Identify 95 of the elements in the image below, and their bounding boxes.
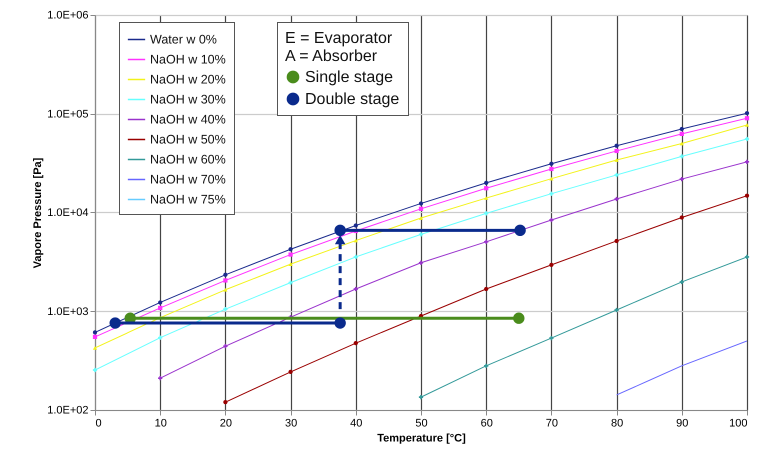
point xyxy=(484,186,488,190)
point xyxy=(614,308,619,312)
point xyxy=(288,370,293,374)
y-tick-label: 1.0E+04 xyxy=(47,207,88,219)
x-tick-label: 80 xyxy=(610,418,624,430)
annotation: A = Absorber xyxy=(285,48,378,65)
y-tick-label: 1.0E+03 xyxy=(47,306,88,318)
point xyxy=(680,176,684,182)
point xyxy=(744,123,750,127)
legend-label: Single stage xyxy=(305,69,394,86)
point xyxy=(549,218,554,222)
point xyxy=(288,262,293,266)
x-tick-label: 40 xyxy=(350,418,362,430)
point xyxy=(288,247,293,252)
point xyxy=(158,376,162,380)
x-tick-label: 30 xyxy=(284,418,298,430)
x-axis-title: Temperature [°C] xyxy=(377,432,466,444)
point xyxy=(334,317,346,329)
legend-label: NaOH w 75% xyxy=(150,192,226,206)
legend-label: NaOH w 40% xyxy=(150,112,226,126)
point xyxy=(549,192,554,196)
point xyxy=(514,224,526,236)
point xyxy=(484,364,488,368)
point xyxy=(549,262,554,267)
legend-label: NaOH w 60% xyxy=(150,152,226,166)
point xyxy=(484,286,488,292)
point xyxy=(513,312,524,324)
point xyxy=(744,111,750,116)
point xyxy=(354,341,358,346)
point xyxy=(223,272,228,277)
point xyxy=(744,194,750,198)
point xyxy=(158,306,162,310)
point xyxy=(744,254,750,260)
point xyxy=(549,162,554,166)
annotation: E = Evaporator xyxy=(285,30,393,47)
point xyxy=(418,232,424,237)
point xyxy=(92,330,98,334)
y-tick-label: 1.0E+02 xyxy=(47,404,88,416)
point xyxy=(484,196,488,200)
point xyxy=(614,196,619,202)
point xyxy=(223,400,228,404)
point xyxy=(680,142,684,146)
point xyxy=(680,132,684,136)
x-tick-label: 90 xyxy=(676,418,688,430)
point xyxy=(158,300,162,305)
x-tick-label: 60 xyxy=(480,418,493,430)
point xyxy=(680,126,684,132)
legend-label: NaOH w 50% xyxy=(150,132,226,146)
legend-label: NaOH w 10% xyxy=(150,52,226,66)
point xyxy=(680,280,684,284)
point xyxy=(223,288,228,292)
point xyxy=(354,286,358,292)
x-tick-label: 50 xyxy=(415,418,428,430)
point xyxy=(418,395,424,400)
legend-label: NaOH w 30% xyxy=(150,92,226,106)
y-axis-title: Vapore Pressure [Pa] xyxy=(32,157,44,268)
point xyxy=(549,176,554,181)
point xyxy=(354,238,358,242)
point xyxy=(223,307,228,312)
point xyxy=(614,144,619,148)
legend-label: NaOH w 70% xyxy=(150,172,226,186)
point xyxy=(614,158,619,162)
point xyxy=(680,215,684,220)
point xyxy=(549,336,554,340)
point xyxy=(614,238,619,244)
x-tick-label: 100 xyxy=(729,418,748,430)
point xyxy=(354,254,358,260)
point xyxy=(418,216,424,220)
point xyxy=(744,116,750,120)
point xyxy=(484,211,488,216)
point xyxy=(92,368,98,372)
y-tick-label: 1.0E+06 xyxy=(47,10,88,22)
point xyxy=(680,154,684,159)
point xyxy=(354,223,358,228)
legend-label: NaOH w 20% xyxy=(150,72,226,86)
point xyxy=(484,180,488,186)
point xyxy=(418,260,424,265)
x-tick-label: 70 xyxy=(546,418,558,430)
point xyxy=(418,206,424,211)
point xyxy=(158,336,162,340)
point xyxy=(92,346,98,350)
x-tick-label: 10 xyxy=(154,418,167,430)
point xyxy=(614,172,619,178)
legend-label: Water w 0% xyxy=(150,32,217,46)
legend-label: Double stage xyxy=(305,91,400,108)
x-tick-label: 0 xyxy=(96,418,102,430)
y-tick-label: 1.0E+05 xyxy=(47,108,88,120)
point xyxy=(744,160,750,164)
point xyxy=(223,344,228,348)
point xyxy=(110,317,121,329)
point xyxy=(744,136,750,142)
x-tick-label: 20 xyxy=(220,418,232,430)
point xyxy=(334,224,346,236)
point xyxy=(484,240,488,244)
point xyxy=(418,201,424,206)
